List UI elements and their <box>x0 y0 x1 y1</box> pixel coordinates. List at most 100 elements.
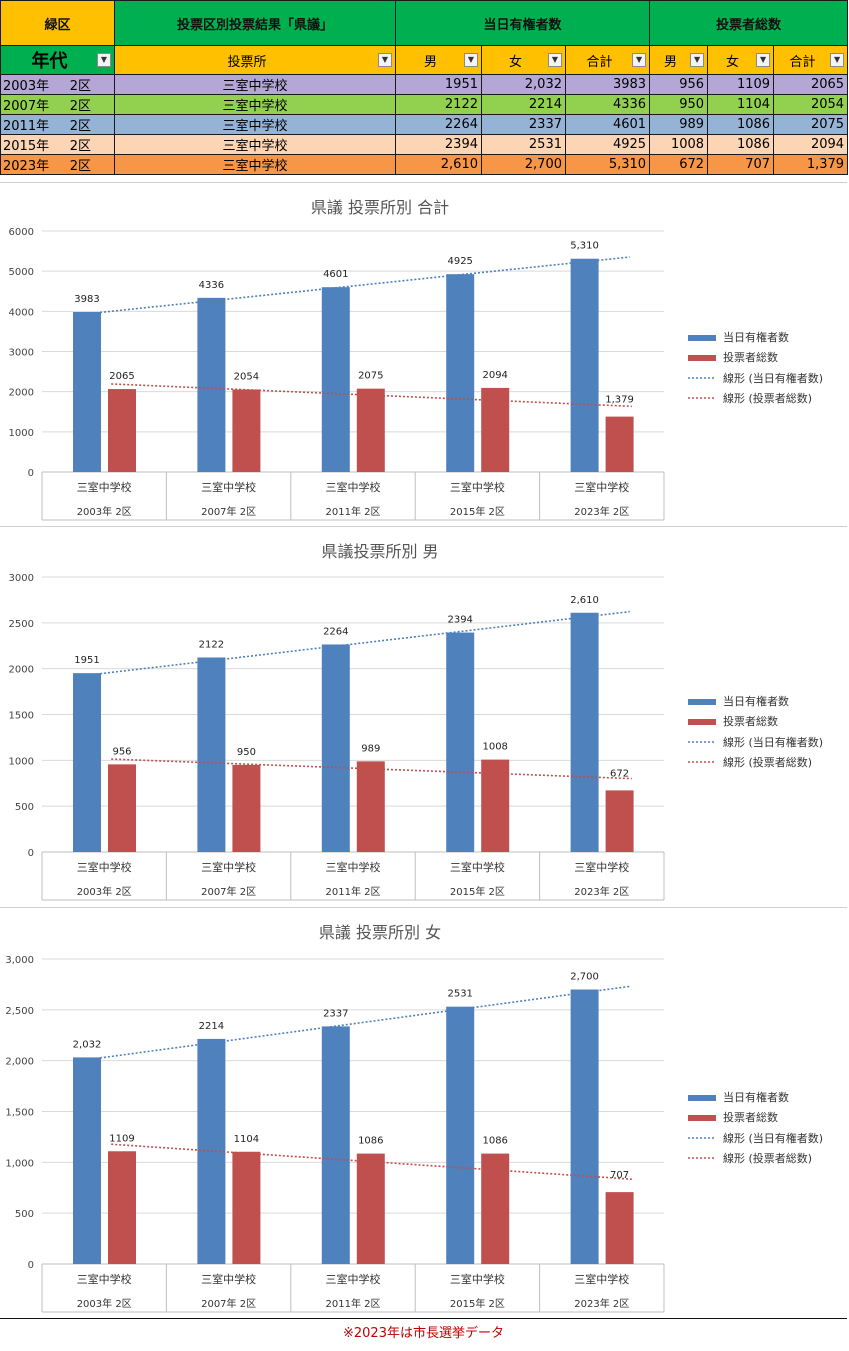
voters-total-cell[interactable]: 2075 <box>773 114 849 135</box>
eligible-female-cell[interactable]: 2214 <box>481 94 566 115</box>
x-tick-label: 三室中学校 <box>450 1272 505 1286</box>
data-label-eligible: 2,032 <box>73 1039 102 1050</box>
voters-total-cell[interactable]: 2094 <box>773 134 849 155</box>
voters-total-cell[interactable]: 2054 <box>773 94 849 115</box>
x-group-label: 2003年 2区 <box>77 1297 132 1310</box>
bar-voters <box>605 790 634 852</box>
voters-total-cell[interactable]: 2065 <box>773 74 849 95</box>
filter-dropdown-icon[interactable]: ▼ <box>97 53 111 67</box>
year-cell[interactable]: 2003年 2区 <box>0 74 115 95</box>
results-table: 緑区 投票区別投票結果「県議」 当日有権者数 投票者総数 年代 ▼ 投票所 ▼ 男 ▼… <box>0 0 849 175</box>
eligible-total-cell[interactable]: 4336 <box>564 94 651 115</box>
bar-voters <box>108 389 136 472</box>
year-cell[interactable]: 2007年 2区 <box>0 94 115 115</box>
bar-eligible <box>73 673 101 852</box>
voters-male-cell[interactable]: 1008 <box>649 134 709 155</box>
station-cell[interactable]: 三室中学校 <box>114 74 396 95</box>
voters-male-cell[interactable]: 956 <box>649 74 709 95</box>
eligible-female-cell[interactable]: 2,032 <box>481 74 566 95</box>
filter-dropdown-icon[interactable]: ▼ <box>830 53 845 67</box>
data-label-eligible: 2,610 <box>570 595 599 606</box>
data-label-voters: 2075 <box>358 371 383 382</box>
legend-label: 投票者総数 <box>723 714 778 728</box>
filter-dropdown-icon[interactable]: ▼ <box>756 53 771 67</box>
station-cell[interactable]: 三室中学校 <box>114 94 396 115</box>
voters-female-cell[interactable]: 1086 <box>707 134 775 155</box>
filter-active-icon[interactable]: ▼ <box>378 53 392 67</box>
legend-label: 当日有権者数 <box>723 694 789 708</box>
eligible-total-cell[interactable]: 4601 <box>564 114 651 135</box>
voters-female-cell[interactable]: 1086 <box>707 114 775 135</box>
data-label-voters: 2065 <box>109 371 134 382</box>
eligible-female-header[interactable]: 女 ▼ <box>481 45 566 75</box>
eligible-female-cell[interactable]: 2,700 <box>481 154 566 175</box>
station-cell[interactable]: 三室中学校 <box>114 154 396 175</box>
voters-female-cell[interactable]: 707 <box>707 154 775 175</box>
voters-total-cell[interactable]: 1,379 <box>773 154 849 175</box>
filter-dropdown-icon[interactable]: ▼ <box>690 53 705 67</box>
legend-label: 投票者総数 <box>723 1110 778 1124</box>
legend-swatch-eligible <box>688 335 716 341</box>
trendline-eligible <box>76 610 630 678</box>
eligible-header[interactable]: 当日有権者数 <box>394 0 651 46</box>
data-label-voters: 956 <box>112 746 131 757</box>
x-tick-label: 三室中学校 <box>574 1272 629 1286</box>
x-group-label: 2015年 2区 <box>450 885 505 898</box>
legend-swatch-voters <box>688 1115 716 1121</box>
year-cell[interactable]: 2023年 2区 <box>0 154 115 175</box>
x-group-label: 2015年 2区 <box>450 505 505 518</box>
voters-male-cell[interactable]: 672 <box>649 154 709 175</box>
voters-male-header[interactable]: 男 ▼ <box>649 45 709 75</box>
eligible-total-header[interactable]: 合計 ▼ <box>564 45 651 75</box>
chart-female[interactable]: 県議 投票所別 女 0 500 1,000 1,500 2,000 2,500 3,000 三室… <box>0 907 847 1318</box>
chart-male-svg: 県議投票所別 男 0 500 1000 1500 2000 2500 3000 三室中学校 200… <box>9 542 823 901</box>
y-tick-label: 1,500 <box>5 1108 34 1119</box>
voters-female-header[interactable]: 女 ▼ <box>707 45 775 75</box>
sheet-title[interactable]: 投票区別投票結果「県議」 <box>114 0 396 46</box>
eligible-total-cell[interactable]: 5,310 <box>564 154 651 175</box>
y-tick-label: 500 <box>15 1209 34 1220</box>
x-tick-label: 三室中学校 <box>77 1272 132 1286</box>
x-tick-label: 三室中学校 <box>326 860 381 874</box>
voters-male-cell[interactable]: 989 <box>649 114 709 135</box>
voters-male-cell[interactable]: 950 <box>649 94 709 115</box>
legend-label: 線形 (投票者総数) <box>723 755 812 769</box>
eligible-female-cell[interactable]: 2531 <box>481 134 566 155</box>
data-label-voters: 2054 <box>234 371 259 382</box>
filter-dropdown-icon[interactable]: ▼ <box>548 53 562 67</box>
age-column-header[interactable]: 年代 ▼ <box>0 45 115 75</box>
eligible-male-cell[interactable]: 2394 <box>395 134 482 155</box>
eligible-female-cell[interactable]: 2337 <box>481 114 566 135</box>
trendline-eligible <box>76 985 630 1062</box>
bar-eligible <box>446 632 475 852</box>
year-cell[interactable]: 2011年 2区 <box>0 114 115 135</box>
voters-female-cell[interactable]: 1109 <box>707 74 775 95</box>
eligible-total-cell[interactable]: 3983 <box>564 74 651 95</box>
chart-male[interactable]: 県議投票所別 男 0 500 1000 1500 2000 2500 3000 三室中学校 200… <box>0 526 847 907</box>
voters-total-header[interactable]: 合計 ▼ <box>773 45 849 75</box>
filter-dropdown-icon[interactable]: ▼ <box>464 53 478 67</box>
eligible-male-header[interactable]: 男 ▼ <box>395 45 482 75</box>
eligible-male-cell[interactable]: 2,610 <box>395 154 482 175</box>
voters-female-cell[interactable]: 1104 <box>707 94 775 115</box>
eligible-total-cell[interactable]: 4925 <box>564 134 651 155</box>
eligible-male-cell[interactable]: 2264 <box>395 114 482 135</box>
station-cell[interactable]: 三室中学校 <box>114 114 396 135</box>
x-tick-label: 三室中学校 <box>326 1272 381 1286</box>
data-label-eligible: 2122 <box>199 639 224 650</box>
station-cell[interactable]: 三室中学校 <box>114 134 396 155</box>
year-cell[interactable]: 2015年 2区 <box>0 134 115 155</box>
x-group-label: 2011年 2区 <box>326 505 381 518</box>
filter-dropdown-icon[interactable]: ▼ <box>632 53 647 67</box>
voters-header[interactable]: 投票者総数 <box>649 0 849 46</box>
bar-voters <box>356 761 385 852</box>
y-tick-label: 3000 <box>9 348 34 359</box>
ward-title[interactable]: 緑区 <box>0 0 115 46</box>
eligible-male-cell[interactable]: 1951 <box>395 74 482 95</box>
bar-eligible <box>321 1026 350 1264</box>
station-column-header[interactable]: 投票所 ▼ <box>114 45 396 75</box>
x-group-label: 2003年 2区 <box>77 885 132 898</box>
y-tick-label: 1500 <box>9 711 34 722</box>
eligible-male-cell[interactable]: 2122 <box>395 94 482 115</box>
chart-total[interactable]: 県議 投票所別 合計 0 1000 2000 3000 4000 5000 6000 三室中学校… <box>0 182 847 526</box>
